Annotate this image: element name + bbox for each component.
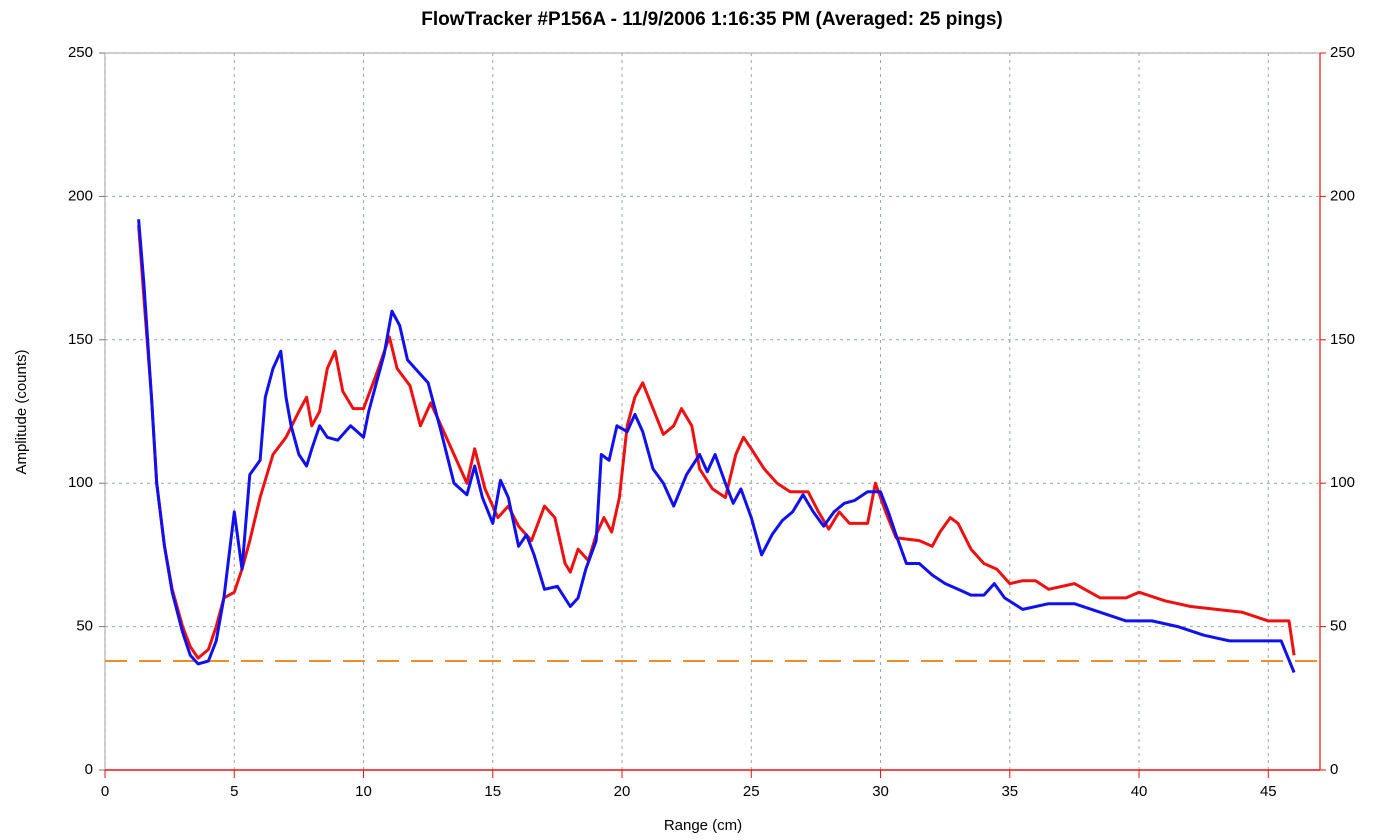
x-tick-label: 5: [230, 783, 238, 800]
y-tick-label: 50: [76, 618, 93, 635]
y-tick-label: 100: [68, 474, 93, 491]
x-tick-label: 35: [1001, 783, 1018, 800]
x-tick-label: 45: [1260, 783, 1277, 800]
y2-tick-label: 200: [1330, 187, 1355, 204]
x-tick-label: 25: [743, 783, 760, 800]
x-axis-label: Range (cm): [664, 817, 742, 834]
y-tick-label: 0: [85, 761, 93, 778]
x-tick-label: 20: [614, 783, 631, 800]
x-tick-label: 40: [1131, 783, 1148, 800]
data-line: [137, 224, 1296, 660]
x-tick-label: 10: [355, 783, 372, 800]
y2-tick-label: 50: [1330, 618, 1347, 635]
y2-tick-label: 250: [1330, 44, 1355, 61]
plot-area: [104, 52, 1321, 771]
y-tick-label: 200: [68, 187, 93, 204]
y2-tick-label: 0: [1330, 761, 1338, 778]
y-axis-label: Amplitude (counts): [13, 349, 30, 474]
x-tick-label: 15: [484, 783, 501, 800]
y-tick-label: 150: [68, 331, 93, 348]
chart-title: FlowTracker #P156A - 11/9/2006 1:16:35 P…: [421, 9, 1003, 30]
y2-tick-label: 150: [1330, 331, 1355, 348]
y2-tick-label: 100: [1330, 474, 1355, 491]
x-tick-label: 0: [101, 783, 109, 800]
y-tick-label: 250: [68, 44, 93, 61]
data-line: [137, 219, 1296, 674]
x-tick-label: 30: [872, 783, 889, 800]
